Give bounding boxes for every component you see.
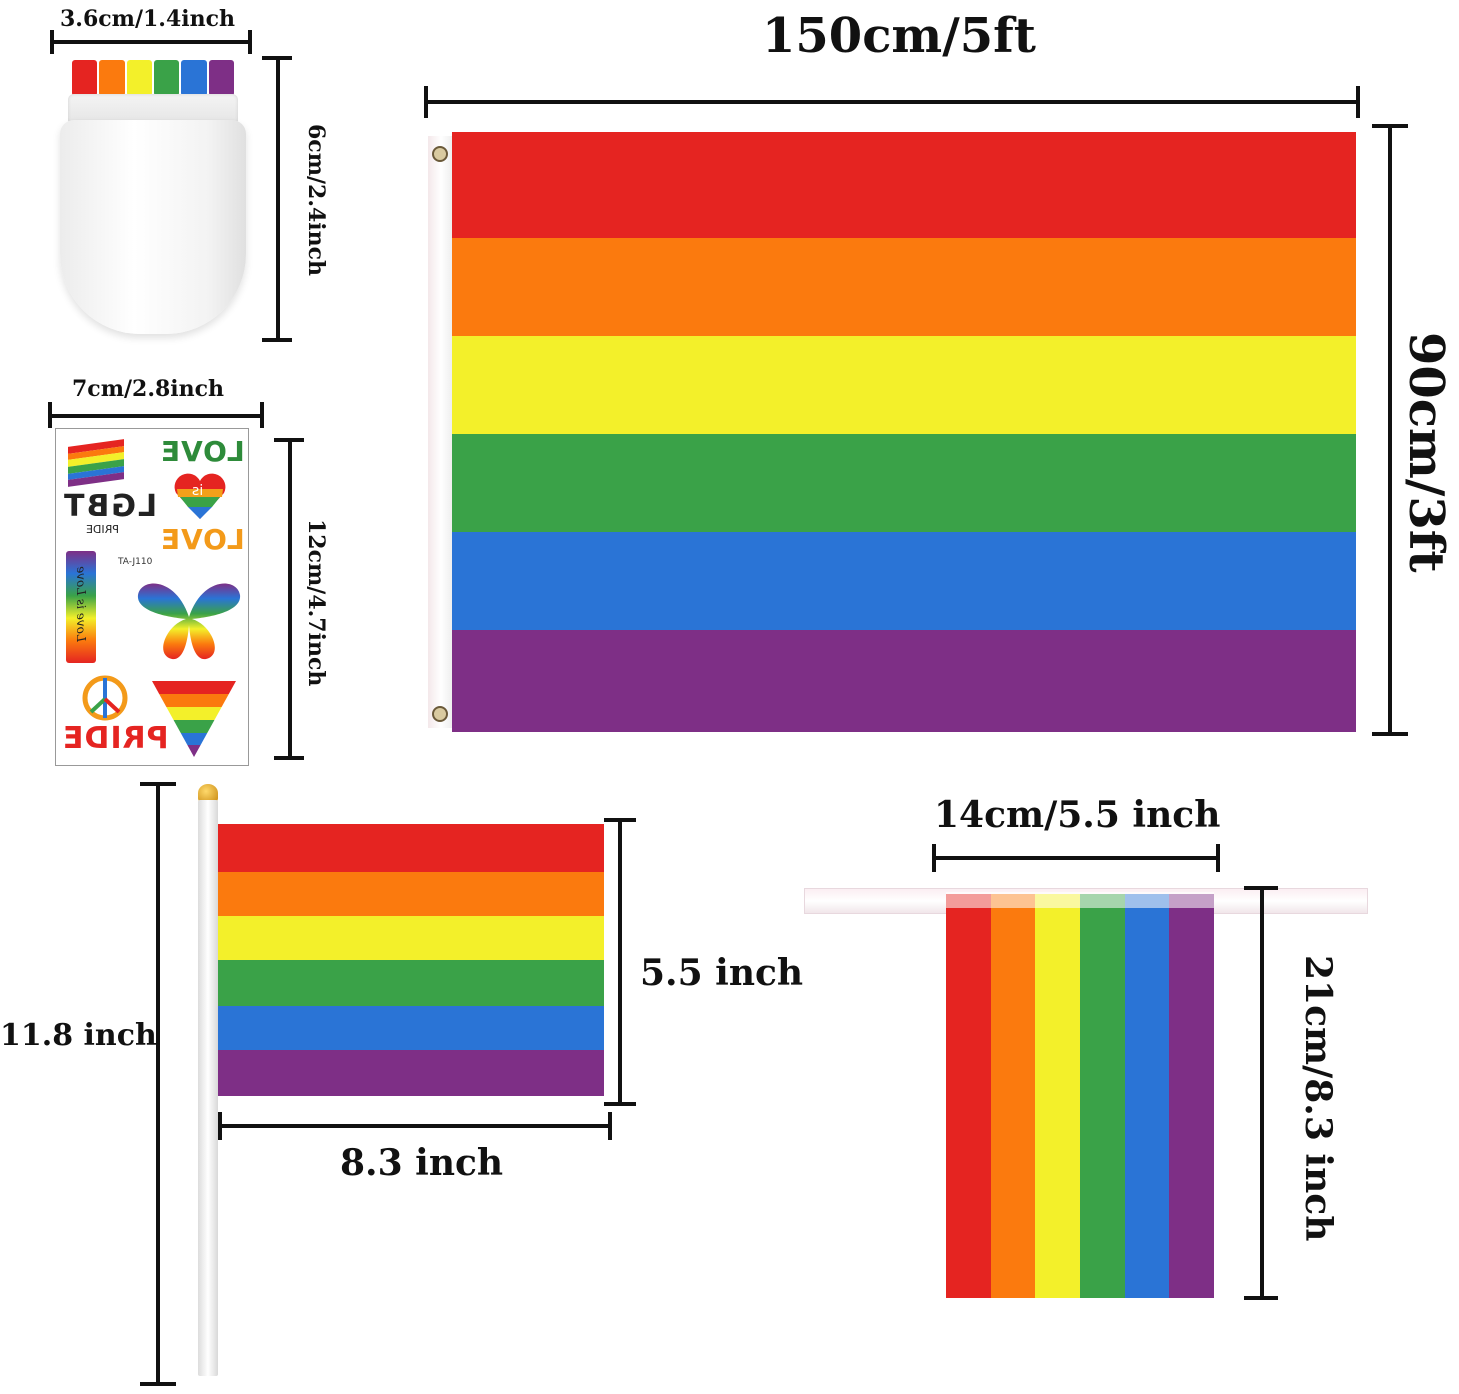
hand-flag-stripe-green [218,960,604,1006]
big-flag-height-tick-bottom [1372,732,1408,736]
tattoo-width-line [50,414,262,418]
bunting-height-label: 21cm/8.3 inch [1297,955,1339,1242]
bunting-stripe-orange [990,894,1036,1298]
bunting-stripe-yellow [1035,894,1081,1298]
big-flag-stripe-blue [452,532,1356,630]
tattoo-mini-flag [68,439,124,487]
big-flag-stripe-orange [452,238,1356,336]
hand-flag-width-tick-left [218,1112,222,1140]
face-paint-height-line [276,56,280,342]
big-flag-width-tick-left [424,86,428,118]
big-flag-body [452,132,1356,732]
hand-flag-total-height-label: 11.8 inch [0,1018,157,1053]
butterfly-tattoo [136,577,242,661]
face-paint-height-tick-top [262,56,292,60]
big-flag-height-label: 90cm/3ft [1398,332,1454,573]
tattoo-height-line [288,440,292,758]
face-paint-stick [60,56,246,340]
paint-red [72,60,98,96]
hand-flag-stick [198,800,218,1376]
big-flag-width-tick-right [1356,86,1360,118]
peace-tattoo [82,675,128,721]
hand-flag-height-tick-bottom [604,1102,636,1106]
face-paint-width-line [50,40,250,44]
face-paint-height-tick-bottom [262,338,292,342]
bunting-width-label: 14cm/5.5 inch [934,794,1221,836]
tattoo-height-label: 12cm/4.7inch [303,519,329,687]
big-flag-height-line [1388,126,1392,736]
bunting-height-tick-bottom [1244,1296,1278,1300]
tattoo-width-tick-left [48,402,52,428]
paint-green [153,60,180,96]
big-flag-stripe-green [452,434,1356,532]
love-mid-tattoo: LOVE [160,523,245,556]
big-flag-stripe-yellow [452,336,1356,434]
big-flag-height-tick-top [1372,124,1408,128]
face-paint-width-tick-right [248,30,252,54]
face-paint-colors [72,60,234,96]
hand-flag-stripe-red [218,824,604,872]
face-paint-width-tick-left [50,30,54,54]
hand-flag [218,824,604,1096]
bunting-flag [946,894,1215,1298]
hand-flag-total-tick-top [140,782,176,786]
face-paint-collar [68,94,238,122]
big-flag-stripe-purple [452,630,1356,732]
big-flag-header-strip [428,136,454,728]
hand-flag-width-line [220,1124,610,1128]
big-flag-stripe-red [452,132,1356,238]
tattoo-code: TA-J110 [118,557,153,567]
big-flag-width-label: 150cm/5ft [762,8,1036,64]
hand-flag-stick-top [198,784,218,802]
big-flag-grommet-top [432,146,448,162]
big-flag-width-line [426,100,1360,104]
hand-flag-height-tick-top [604,818,636,822]
bunting-height-tick-top [1244,886,1278,890]
face-paint-product: 3.6cm/1.4inch 6cm/2.4inch [40,0,340,360]
hand-flag-stripe-purple [218,1050,604,1096]
tattoo-height-tick-top [274,438,304,442]
face-paint-height-label: 6cm/2.4inch [303,124,329,277]
love-is-love-text: Love is Love [74,566,88,642]
bunting-stripe-red [946,894,991,1298]
hand-flag-stripe-blue [218,1006,604,1050]
face-paint-width-label: 3.6cm/1.4inch [60,6,236,32]
hand-flag-height-label: 5.5 inch [640,952,804,994]
bunting-stripe-purple [1169,894,1215,1298]
hand-flag-stripe-orange [218,872,604,916]
hand-flag-width-tick-right [608,1112,612,1140]
bunting-stripe-blue [1124,894,1170,1298]
bunting-stripe-green [1080,894,1125,1298]
tattoo-width-tick-right [260,402,264,428]
paint-orange [99,60,125,96]
paint-blue [181,60,207,96]
paint-yellow [126,60,152,96]
bunting-width-line [934,856,1220,860]
hand-flag-stripe-yellow [218,916,604,960]
face-paint-body [60,120,246,334]
big-flag [428,132,1356,732]
heart-tattoo: is [172,471,228,521]
tattoo-sheet: LOVE is LGBT PRIDE LOVE TA-J110 Love is … [55,428,249,766]
hand-flag-height-line [618,820,622,1106]
bunting-width-tick-right [1216,844,1220,872]
is-text: is [192,483,204,499]
bunting-width-tick-left [932,844,936,872]
love-top-tattoo: LOVE [160,435,245,468]
big-flag-grommet-bottom [432,706,448,722]
tattoo-product: 7cm/2.8inch LOVE is LGBT PRIDE LOVE TA-J… [40,370,340,770]
tattoo-width-label: 7cm/2.8inch [72,376,225,402]
triangle-tattoo [152,681,236,757]
lgbt-tattoo: LGBT [62,489,158,524]
hand-flag-total-tick-bottom [140,1382,176,1386]
hand-flag-total-height-line [156,784,160,1386]
pride-small-tattoo: PRIDE [86,523,119,536]
bunting-fold [946,892,1214,908]
bunting-height-line [1260,888,1264,1300]
love-is-love-tattoo: Love is Love [66,551,96,663]
tattoo-height-tick-bottom [274,756,304,760]
hand-flag-width-label: 8.3 inch [340,1142,504,1184]
paint-purple [208,60,234,96]
